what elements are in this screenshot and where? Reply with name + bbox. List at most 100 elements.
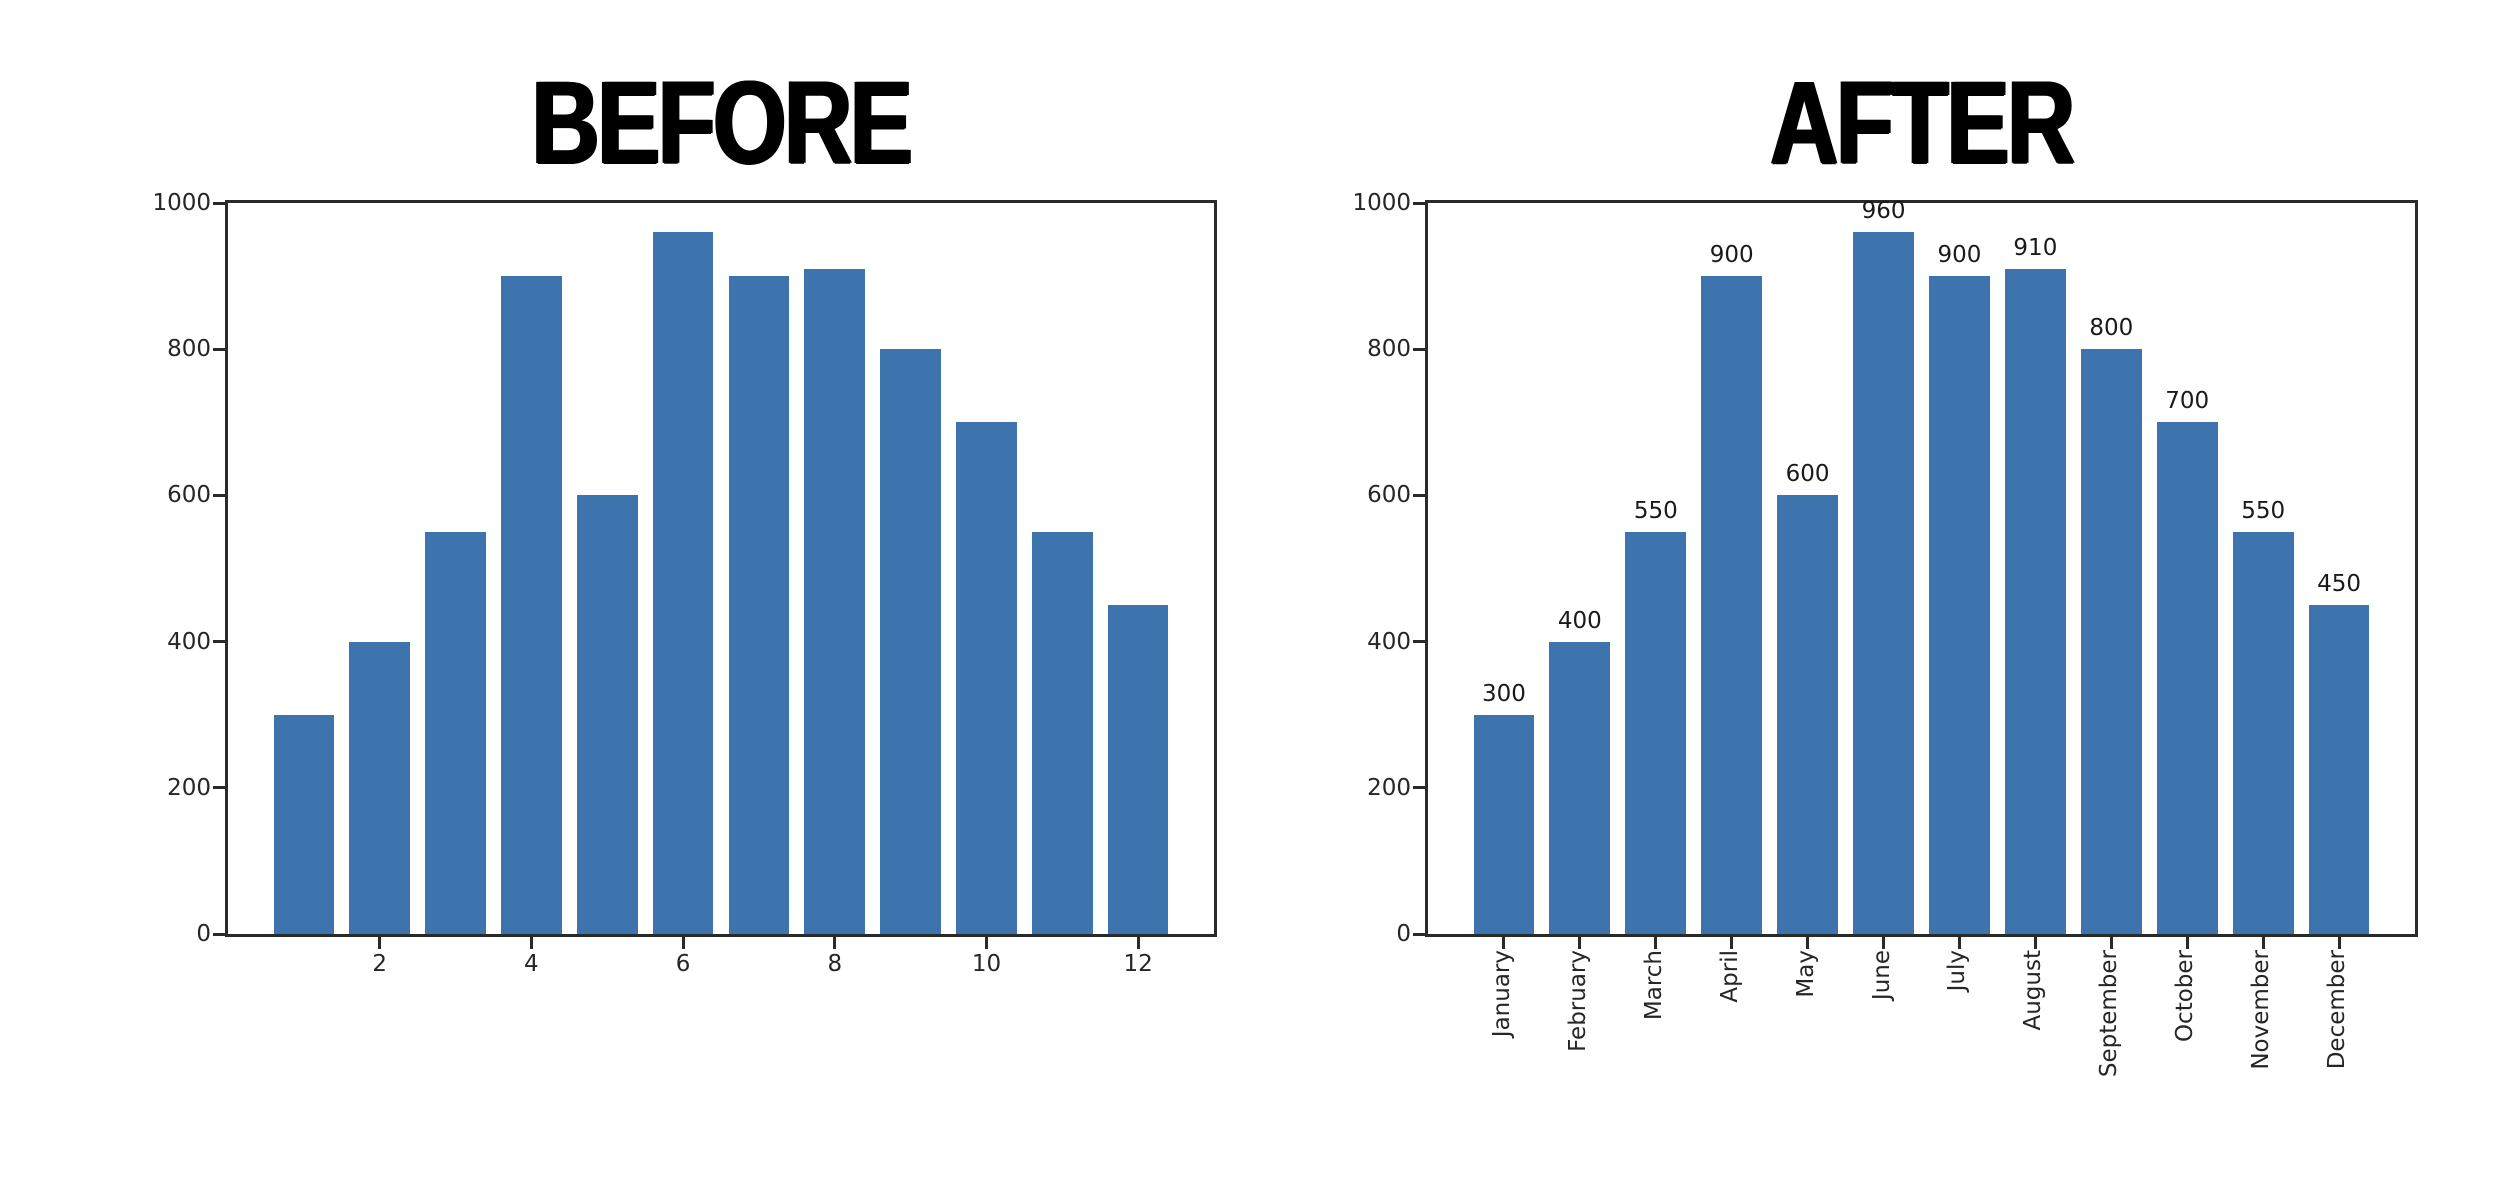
bar-8 — [804, 268, 866, 934]
bar-6 — [652, 232, 714, 934]
after-chart-title: AFTER — [1770, 57, 2075, 189]
y-axis-tick-label: 200 — [1367, 774, 1411, 801]
y-axis-tick — [213, 640, 225, 644]
x-axis-month-label-december: December — [2324, 950, 2351, 1070]
bar-7 — [728, 276, 790, 934]
y-axis-tick-label: 200 — [167, 774, 211, 801]
bar-november — [2232, 531, 2294, 934]
x-axis-tick — [1806, 937, 1810, 949]
x-axis-month-label-june: June — [1868, 950, 1895, 1001]
x-axis-tick — [833, 937, 837, 949]
bar-value-label-march: 550 — [1633, 497, 1678, 524]
y-axis-tick — [1413, 640, 1425, 644]
bar-march — [1625, 531, 1687, 934]
bar-4 — [501, 276, 562, 934]
y-axis-tick-label: 400 — [167, 628, 211, 655]
bar-june — [1853, 232, 1914, 934]
y-axis-tick — [213, 932, 225, 936]
x-axis-month-label-july: July — [1944, 950, 1971, 992]
bar-2 — [349, 641, 411, 934]
bar-value-label-september: 800 — [2089, 315, 2134, 342]
y-axis-tick-label: 800 — [1367, 336, 1411, 363]
bar-value-label-july: 900 — [1937, 242, 1982, 269]
bar-3 — [425, 531, 486, 934]
x-axis-tick-label: 4 — [524, 951, 539, 977]
x-axis-tick — [1578, 937, 1582, 949]
bar-value-label-january: 300 — [1481, 680, 1526, 707]
x-axis-month-label-august: August — [2020, 950, 2047, 1031]
x-axis-tick-label: 10 — [971, 951, 1002, 977]
x-axis-tick — [1136, 937, 1140, 949]
y-axis-tick-label: 0 — [1396, 921, 1411, 947]
y-axis-tick — [213, 786, 225, 790]
x-axis-tick-label: 6 — [675, 951, 691, 977]
x-axis-tick — [1502, 937, 1506, 949]
bar-september — [2080, 349, 2142, 934]
bar-value-label-october: 700 — [2165, 388, 2210, 415]
x-axis-tick — [1957, 937, 1961, 949]
x-axis-tick — [2337, 937, 2341, 949]
y-axis-tick — [1413, 932, 1425, 936]
y-axis-tick — [1413, 201, 1425, 205]
bar-value-label-june: 960 — [1861, 198, 1906, 225]
x-axis-tick — [681, 937, 685, 949]
y-axis-tick — [213, 493, 225, 497]
bar-11 — [1031, 531, 1093, 934]
x-axis-tick-label: 8 — [827, 951, 843, 977]
y-axis-tick-label: 1000 — [152, 190, 211, 216]
y-axis-tick-label: 600 — [167, 482, 211, 509]
bar-value-label-february: 400 — [1557, 607, 1602, 634]
bar-january — [1473, 714, 1535, 934]
after-plot-area: 0 200 400 600 800 1000 300 January 400 February 55… — [1352, 190, 2418, 1077]
y-axis-tick-label: 600 — [1367, 482, 1411, 509]
before-plot-area: 0 200 400 600 800 1000 2 4 6 8 10 12 — [152, 190, 1217, 977]
before-chart-title: BEFORE — [531, 57, 913, 189]
bar-12 — [1107, 605, 1169, 934]
x-axis-tick — [1882, 937, 1886, 949]
x-axis-month-label-march: March — [1640, 950, 1667, 1021]
bar-value-label-may: 600 — [1785, 461, 1830, 488]
x-axis-month-label-may: May — [1792, 950, 1819, 998]
y-axis-tick — [1413, 347, 1425, 351]
y-axis-tick — [213, 201, 225, 205]
x-axis-tick-label: 12 — [1123, 951, 1153, 977]
x-axis-month-label-february: February — [1564, 950, 1591, 1052]
bar-9 — [880, 349, 941, 934]
bar-value-label-august: 910 — [2013, 234, 2058, 261]
y-axis-tick — [1413, 786, 1425, 790]
x-axis-tick — [529, 937, 533, 949]
bar-value-label-december: 450 — [2317, 571, 2362, 598]
y-axis-tick-label: 400 — [1367, 628, 1411, 655]
x-axis-month-label-october: October — [2172, 950, 2199, 1043]
x-axis-tick — [2185, 937, 2189, 949]
y-axis-tick-label: 800 — [167, 336, 211, 363]
bar-5 — [576, 495, 638, 934]
x-axis-month-label-april: April — [1716, 950, 1743, 1003]
x-axis-tick — [1654, 937, 1658, 949]
x-axis-tick — [2261, 937, 2265, 949]
bar-may — [1777, 495, 1838, 934]
bar-april — [1701, 276, 1763, 934]
bar-value-label-november: 550 — [2241, 497, 2286, 524]
x-axis-tick-label: 2 — [372, 951, 388, 977]
bar-august — [2005, 268, 2066, 934]
x-axis-tick — [378, 937, 382, 949]
bar-october — [2156, 422, 2218, 934]
bar-february — [1549, 641, 1611, 934]
y-axis-tick-label: 0 — [196, 921, 211, 947]
y-axis-tick — [1413, 493, 1425, 497]
x-axis-tick — [2033, 937, 2037, 949]
bar-december — [2308, 605, 2370, 934]
x-axis-tick — [2109, 937, 2113, 949]
y-axis-tick-label: 1000 — [1352, 190, 1411, 216]
bar-1 — [273, 714, 335, 934]
x-axis-month-label-january: January — [1488, 950, 1515, 1038]
y-axis-tick — [213, 347, 225, 351]
x-axis-month-label-november: November — [2248, 950, 2275, 1070]
bar-value-label-april: 900 — [1709, 242, 1754, 269]
bar-10 — [956, 422, 1017, 934]
x-axis-tick — [1730, 937, 1734, 949]
x-axis-month-label-september: September — [2096, 950, 2123, 1078]
bar-july — [1929, 276, 1990, 934]
